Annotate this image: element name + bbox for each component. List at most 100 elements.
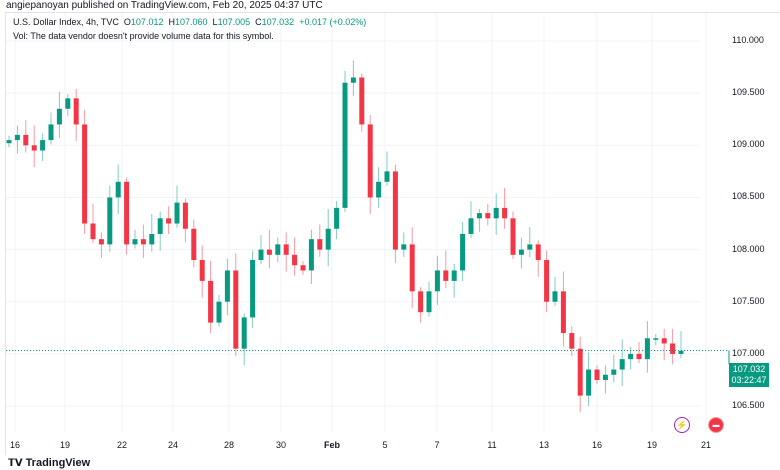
candle-body	[611, 369, 617, 375]
candle-body	[460, 233, 466, 271]
date-axis-label: 13	[538, 440, 550, 450]
price-axis-label: 106.500	[732, 400, 765, 411]
candle-body	[317, 239, 323, 250]
candle-body	[82, 124, 88, 224]
symbol-name[interactable]: U.S. Dollar Index, 4h, TVC	[13, 17, 119, 27]
date-axis-label: 11	[487, 440, 497, 450]
high-label: H	[168, 17, 175, 27]
candle-body	[661, 338, 667, 344]
low-value: 107.005	[217, 17, 251, 27]
candle-body	[594, 369, 600, 380]
candle-body	[308, 239, 314, 271]
tradingview-logo[interactable]: 𝗧𝗩 TradingView	[8, 457, 90, 469]
candle-body	[283, 244, 289, 255]
candle-body	[157, 218, 163, 234]
price-axis-label: 107.000	[732, 347, 765, 358]
candle-body	[208, 280, 214, 323]
candle-body	[115, 181, 121, 198]
candle-body	[199, 260, 205, 281]
date-axis-label: 30	[275, 440, 287, 450]
date-axis-label: 19	[646, 440, 658, 450]
candle-body	[140, 239, 146, 245]
candle-body	[14, 134, 20, 141]
candle-body	[443, 270, 449, 281]
candle-body	[376, 181, 382, 198]
volume-note: Vol: The data vendor doesn't provide vol…	[13, 31, 274, 41]
published-byline: angiepanoyan published on TradingView.co…	[6, 0, 323, 11]
candle-body	[409, 244, 415, 292]
candle-body	[434, 270, 440, 292]
candle-body	[40, 140, 46, 151]
date-axis-label: 21	[700, 440, 712, 450]
candle-body	[241, 317, 247, 349]
date-axis-label: 5	[382, 440, 388, 450]
candle-body	[602, 374, 608, 380]
candle-body	[325, 228, 331, 250]
candle-body	[56, 108, 62, 125]
candle-body	[275, 244, 281, 255]
candle-body	[535, 244, 541, 261]
candle-body	[636, 353, 642, 360]
candle-body	[367, 124, 373, 198]
candle-body	[560, 291, 566, 334]
candle-body	[644, 338, 650, 360]
candle-body	[292, 254, 298, 266]
candle-body	[468, 218, 474, 234]
price-axis-label: 108.500	[732, 191, 765, 202]
candle-body	[485, 213, 491, 219]
date-axis-label: 28	[223, 440, 235, 450]
tradingview-logo-icon: 𝗧𝗩	[8, 457, 23, 469]
close-value: 107.032	[261, 17, 295, 27]
candle-body	[149, 233, 155, 245]
open-label: O	[123, 17, 131, 27]
close-label: C	[255, 17, 262, 27]
candle-body	[619, 359, 625, 370]
candle-body	[250, 260, 256, 318]
candle-body	[266, 249, 272, 255]
candle-body	[334, 207, 340, 229]
change-value: +0.017 (+0.02%)	[299, 17, 367, 27]
candle-body	[73, 98, 79, 125]
candle-body	[544, 260, 550, 302]
candle-body	[527, 244, 533, 250]
candle-body	[552, 291, 558, 302]
candle-body	[350, 77, 356, 83]
candle-body	[569, 333, 575, 349]
date-axis-label: 22	[116, 440, 128, 450]
chart-legend: U.S. Dollar Index, 4h, TVC O107.012 H107…	[13, 15, 366, 43]
candle-body	[107, 197, 113, 245]
bar-countdown: 03:22:47	[731, 375, 767, 385]
candle-body	[451, 270, 457, 281]
candle-body	[401, 244, 407, 250]
candle-body	[48, 124, 54, 141]
price-axis-label: 108.000	[732, 243, 765, 254]
candle-body	[98, 239, 104, 245]
candle-body	[166, 218, 172, 224]
candle-body	[359, 77, 365, 125]
candle-body	[258, 249, 264, 261]
price-axis-label: 109.000	[732, 139, 765, 150]
us-flag-icon[interactable]: ▬	[708, 417, 724, 433]
candle-body	[493, 207, 499, 219]
candle-body	[31, 145, 37, 151]
candle-body	[678, 350, 684, 354]
candle-body	[124, 181, 130, 245]
price-axis-label: 107.500	[732, 295, 765, 306]
date-axis-label: 16	[591, 440, 603, 450]
candle-body	[670, 343, 676, 354]
candle-body	[233, 270, 239, 349]
current-price-tag: 107.032 03:22:47	[729, 363, 769, 387]
high-value: 107.060	[174, 17, 208, 27]
date-axis-label: 24	[167, 440, 179, 450]
candle-body	[132, 239, 138, 245]
low-label: L	[212, 17, 218, 27]
candle-body	[384, 171, 390, 182]
candle-body	[518, 249, 524, 255]
candle-body	[586, 369, 592, 396]
chart-frame	[5, 12, 780, 455]
tradingview-logo-text: TradingView	[25, 457, 91, 469]
candle-body	[65, 98, 71, 109]
candle-body	[577, 348, 583, 396]
lightning-icon[interactable]: ⚡	[674, 417, 690, 433]
